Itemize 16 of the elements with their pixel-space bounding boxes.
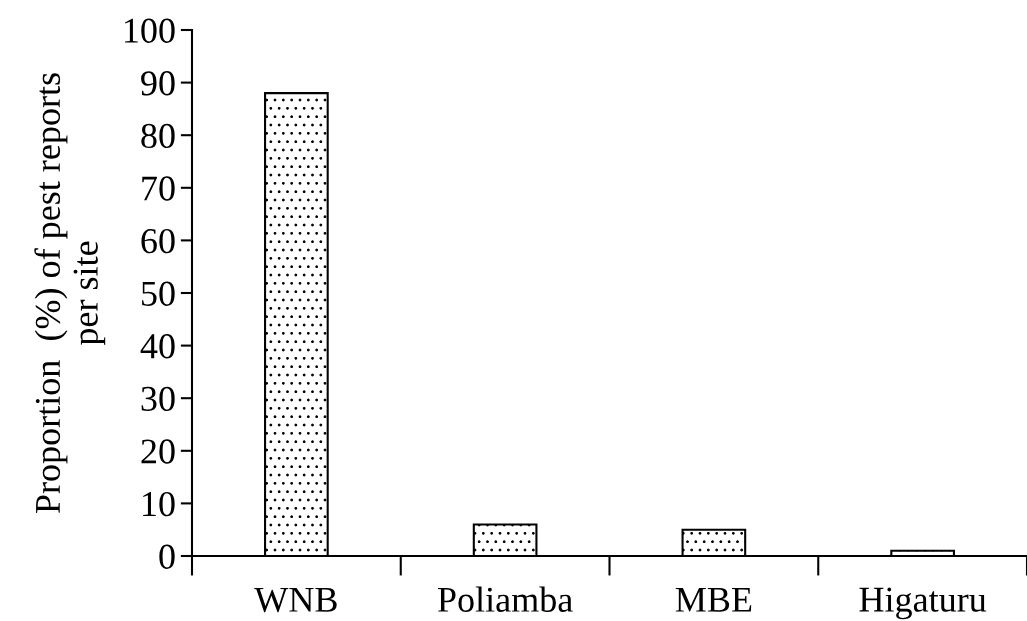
y-tick-label: 90 (141, 71, 175, 96)
y-tick-label: 80 (141, 123, 175, 149)
x-tick-label: Higaturu (859, 587, 987, 620)
y-tick-label: 70 (142, 176, 175, 201)
y-tick-label: 0 (159, 544, 175, 569)
x-tick-label: MBE (675, 587, 752, 612)
x-tick-label: Poliamba (437, 586, 573, 612)
x-tick-label: WNB (254, 587, 337, 613)
y-tick-label: 40 (140, 334, 175, 359)
y-tick-label: 20 (141, 439, 175, 464)
y-tick-label: 30 (141, 386, 175, 412)
y-axis-title: Proportion (%) of pest reports per site (34, 73, 106, 514)
y-tick-label: 100 (125, 18, 175, 43)
y-tick-label: 10 (143, 491, 175, 517)
y-tick-label: 60 (141, 228, 175, 254)
y-tick-label: 50 (142, 281, 175, 306)
